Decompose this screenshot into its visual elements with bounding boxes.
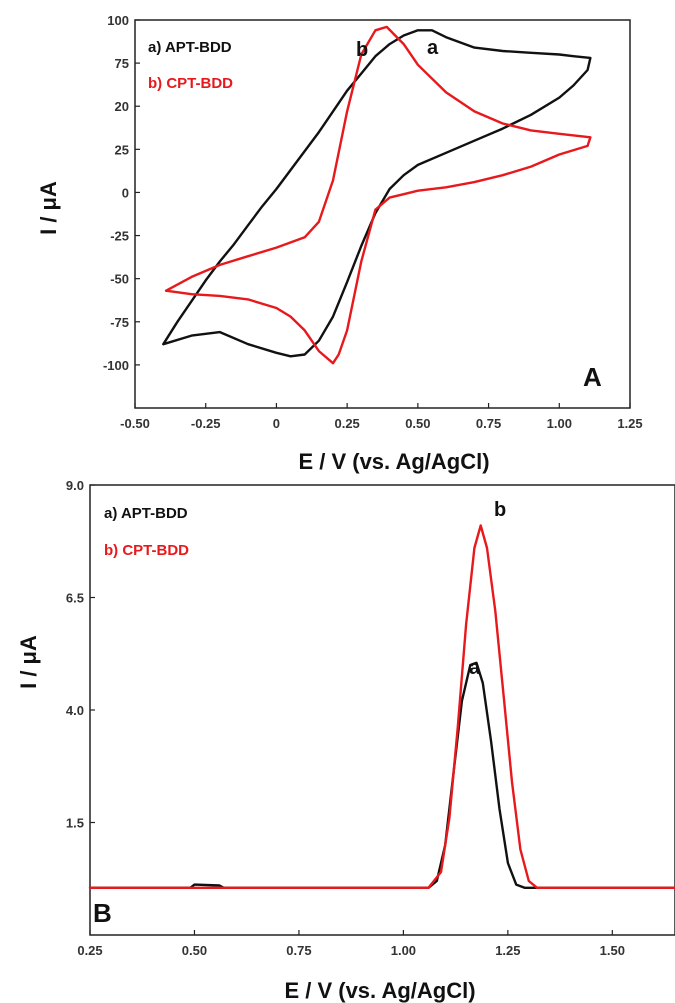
- panel-a-label: A: [583, 362, 602, 392]
- x-tick-label: 1.00: [391, 943, 416, 958]
- panel-b-y-ticks: 9.0 6.5 4.0 1.5: [66, 478, 95, 831]
- series-line-a: [88, 661, 675, 889]
- y-tick-label: 1.5: [66, 816, 84, 831]
- x-tick-label: 0: [273, 416, 280, 431]
- x-tick-label: 0.50: [405, 416, 430, 431]
- panel-b-y-axis-title: I / μA: [16, 635, 41, 689]
- x-tick-label: 0.75: [476, 416, 501, 431]
- panel-a-legend-entry-b: b) CPT-BDD: [148, 75, 233, 92]
- y-tick-label: 6.5: [66, 591, 84, 606]
- y-tick-label: 20: [115, 99, 129, 114]
- y-tick-label: 100: [107, 13, 129, 28]
- panel-b-legend-entry-b: b) CPT-BDD: [104, 542, 189, 559]
- panel-a-series: [162, 25, 592, 365]
- y-tick-label: -25: [110, 229, 129, 244]
- series-line-b: [88, 524, 675, 889]
- x-tick-label: 1.25: [617, 416, 642, 431]
- series-line-a: [162, 29, 592, 358]
- y-tick-label: 25: [115, 142, 129, 157]
- panel-a-curve-tag-b: b: [356, 39, 368, 61]
- y-tick-label: -50: [110, 272, 129, 287]
- panel-a-y-axis-title: I / μA: [36, 181, 61, 235]
- panel-a-plot-frame: [134, 19, 631, 409]
- panel-a-x-axis-title: E / V (vs. Ag/AgCl): [298, 449, 489, 474]
- series-line-b: [164, 25, 592, 365]
- x-tick-label: -0.25: [191, 416, 221, 431]
- y-tick-label: 0: [122, 185, 129, 200]
- panel-b-curve-tag-b: b: [494, 499, 506, 521]
- x-tick-label: 0.75: [286, 943, 311, 958]
- panel-b-chart: 9.0 6.5 4.0 1.5 0.25 0.50 0.75 1.00 1.25 1.50 a)…: [16, 478, 675, 1003]
- panel-a-y-ticks: 100 75 20 25 0 -25 -50 -75 -100: [103, 13, 140, 373]
- panel-b-series: [88, 524, 675, 889]
- panel-b-legend-entry-a: a) APT-BDD: [104, 505, 188, 522]
- y-tick-label: 4.0: [66, 703, 84, 718]
- panel-b-x-ticks: 0.25 0.50 0.75 1.00 1.25 1.50: [77, 930, 625, 958]
- panel-a-x-ticks: -0.50 -0.25 0 0.25 0.50 0.75 1.00 1.25: [120, 403, 643, 431]
- panel-a-curve-tag-a: a: [427, 37, 439, 59]
- panel-b-label: B: [93, 898, 112, 928]
- x-tick-label: 0.25: [77, 943, 102, 958]
- panel-a-chart: 100 75 20 25 0 -25 -50 -75 -100 -0.50 -0.25 0 0.25 0…: [36, 13, 643, 474]
- x-tick-label: 1.25: [495, 943, 520, 958]
- panel-a-legend-entry-a: a) APT-BDD: [148, 39, 232, 56]
- y-tick-label: 75: [115, 56, 129, 71]
- panel-b-curve-tag-a: a: [469, 657, 481, 679]
- x-tick-label: 0.50: [182, 943, 207, 958]
- x-tick-label: 1.50: [600, 943, 625, 958]
- x-tick-label: -0.50: [120, 416, 150, 431]
- y-tick-label: 9.0: [66, 478, 84, 493]
- y-tick-label: -100: [103, 358, 129, 373]
- panel-b-x-axis-title: E / V (vs. Ag/AgCl): [284, 978, 475, 1003]
- x-tick-label: 0.25: [334, 416, 359, 431]
- y-tick-label: -75: [110, 315, 129, 330]
- x-tick-label: 1.00: [547, 416, 572, 431]
